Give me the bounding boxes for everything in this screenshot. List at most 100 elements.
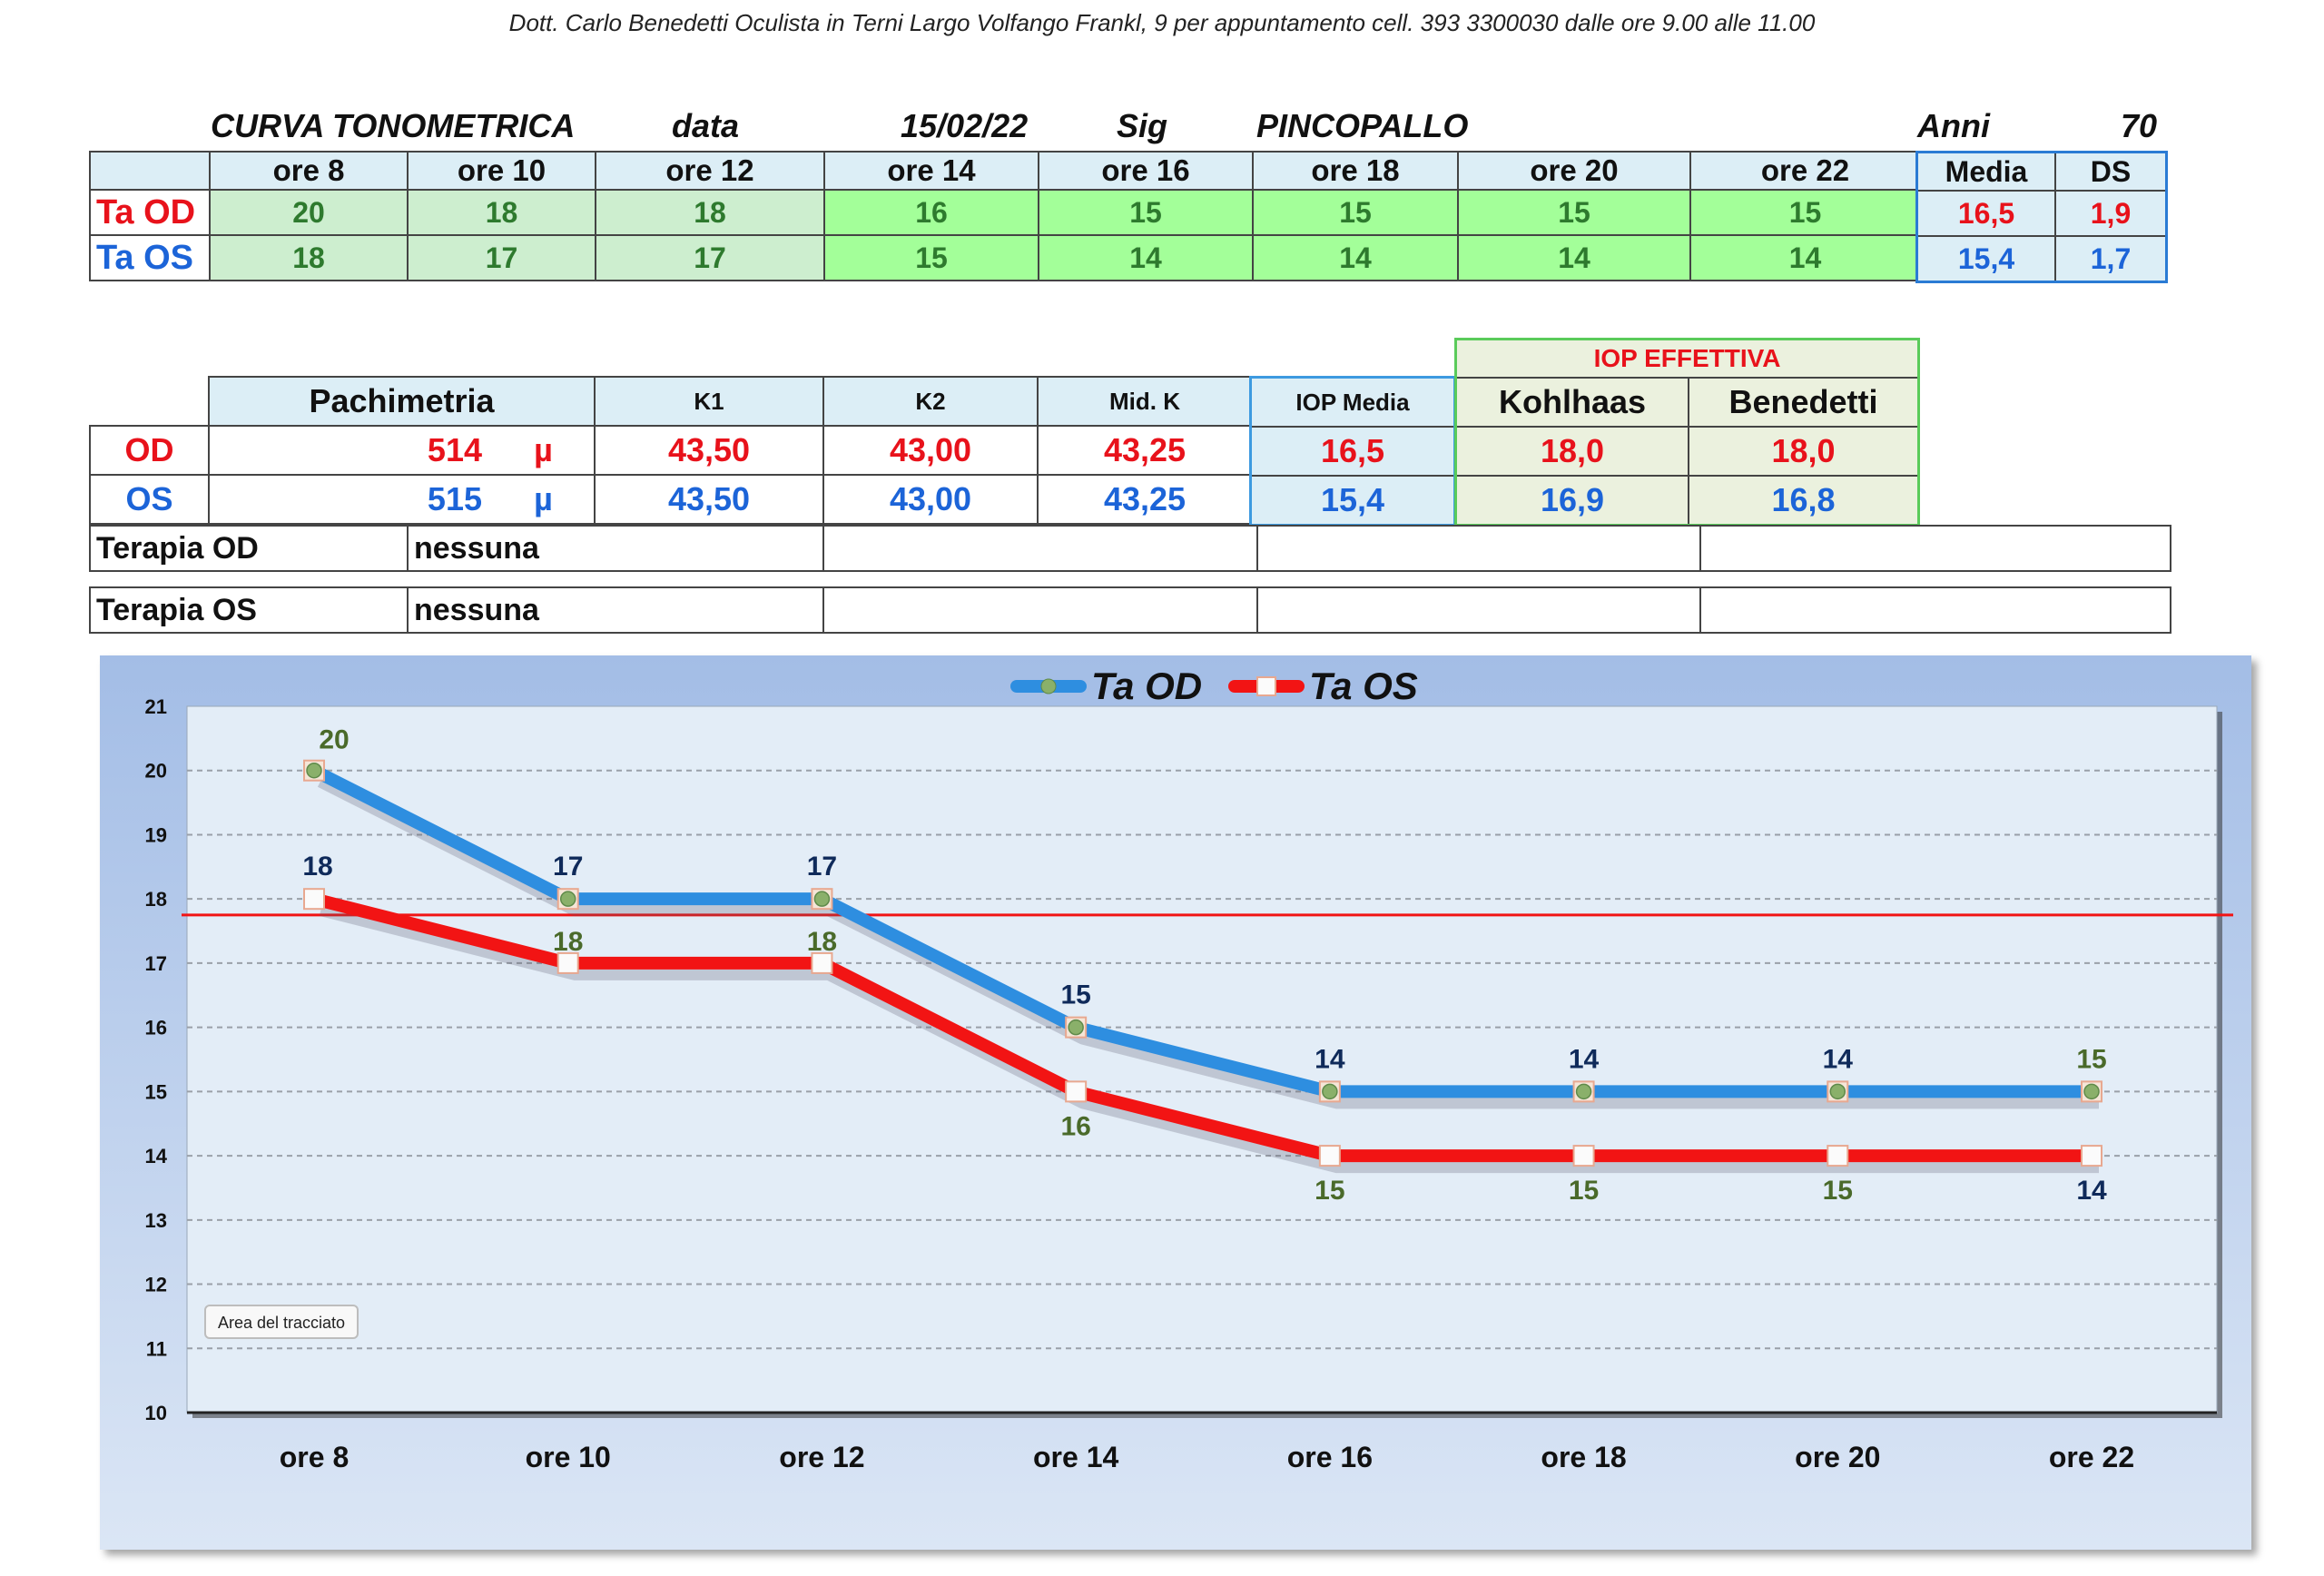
age-value: 70 xyxy=(2121,107,2158,144)
ds-header: DS xyxy=(2054,151,2168,192)
od-value: 18 xyxy=(595,189,825,236)
od-data-label: 17 xyxy=(553,852,583,882)
blank-cell xyxy=(90,377,209,426)
hour-header: ore 22 xyxy=(1689,151,1921,191)
hour-header: ore 14 xyxy=(823,151,1039,191)
os-value: 15 xyxy=(823,234,1039,281)
os-kohlhaas: 16,9 xyxy=(1454,475,1689,527)
od-k1: 43,50 xyxy=(594,425,824,476)
x-tick-label: ore 22 xyxy=(2049,1441,2134,1473)
od-value: 15 xyxy=(1038,189,1254,236)
os-label: OS xyxy=(89,474,210,525)
od-marker xyxy=(1068,1019,1084,1036)
os-marker xyxy=(303,888,325,911)
series-line-ta-od xyxy=(308,763,2098,1098)
os-marker xyxy=(1065,1080,1088,1103)
therapy-od-value: nessuna xyxy=(407,525,824,572)
x-tick-label: ore 20 xyxy=(1795,1441,1880,1473)
od-data-label: 15 xyxy=(2076,1044,2106,1074)
legend-od-label: Ta OD xyxy=(1091,665,1202,707)
od-label: OD xyxy=(89,425,210,476)
series-shadow xyxy=(317,772,2099,1109)
od-value: 15 xyxy=(1457,189,1691,236)
x-tick-label: ore 16 xyxy=(1287,1441,1373,1473)
x-tick-label: ore 14 xyxy=(1033,1441,1118,1473)
y-tick-label: 18 xyxy=(145,888,167,911)
iop-od-media: 16,5 xyxy=(1249,426,1456,477)
data-label: data xyxy=(672,107,740,144)
os-data-label: 14 xyxy=(2076,1176,2107,1206)
series-shadow xyxy=(319,900,2099,1174)
k2-header: K2 xyxy=(822,376,1039,427)
tooltip-box xyxy=(204,1305,359,1339)
os-data-label: 18 xyxy=(302,852,332,882)
corner-cell xyxy=(89,151,211,191)
os-k1: 43,50 xyxy=(594,474,824,525)
hour-header: ore 20 xyxy=(1457,151,1691,191)
x-tick-label: ore 10 xyxy=(526,1441,611,1473)
blank-cell xyxy=(1699,525,2171,572)
chart-area: 10 11 12 13 14 15 16 17 18 19 20 21 ore 8 ore 10 ore 1… xyxy=(100,655,2251,1550)
y-tick-label: 13 xyxy=(145,1209,167,1232)
y-tick-label: 19 xyxy=(145,823,167,846)
os-value: 14 xyxy=(1457,234,1691,281)
od-value: 18 xyxy=(407,189,596,236)
os-marker xyxy=(811,951,833,974)
y-tick-label: 17 xyxy=(145,952,167,975)
blank-cell xyxy=(822,586,1258,634)
od-marker xyxy=(1575,1083,1592,1100)
y-tick-label: 16 xyxy=(145,1017,167,1039)
y-tick-label: 20 xyxy=(145,760,167,783)
benedetti-header: Benedetti xyxy=(1688,377,1920,428)
tono-os-row: Ta OS 18 17 17 15 14 14 14 14 xyxy=(89,234,1921,281)
therapy-od-label: Terapia OD xyxy=(89,525,409,572)
os-k2: 43,00 xyxy=(822,474,1039,525)
sig-label: Sig xyxy=(1117,107,1168,144)
iop-media-table: IOP Media 16,5 15,4 xyxy=(1249,376,1456,527)
iop-media-header: IOP Media xyxy=(1249,376,1456,428)
os-marker xyxy=(2081,1145,2102,1167)
od-data-label: 15 xyxy=(1060,980,1090,1010)
legend-os-label: Ta OS xyxy=(1309,665,1418,707)
od-marker xyxy=(1322,1083,1338,1100)
kohlhaas-header: Kohlhaas xyxy=(1454,377,1689,428)
os-marker xyxy=(556,951,579,974)
midk-header: Mid. K xyxy=(1037,376,1253,427)
os-benedetti: 16,8 xyxy=(1688,475,1920,527)
blank-cell xyxy=(1256,525,1701,572)
hour-header: ore 12 xyxy=(595,151,825,191)
od-marker xyxy=(1829,1083,1846,1100)
tonometric-chart: 10 11 12 13 14 15 16 17 18 19 20 21 ore 8 ore 10 ore 1… xyxy=(145,665,2233,1473)
od-ds: 1,9 xyxy=(2054,190,2168,237)
od-row-label: Ta OD xyxy=(89,189,211,236)
od-value: 20 xyxy=(209,189,409,236)
stats-table: Media DS 16,5 1,9 15,4 1,7 xyxy=(1915,151,2168,283)
blank-cell xyxy=(1256,586,1701,634)
therapy-os-label: Terapia OS xyxy=(89,586,409,634)
therapy-od-table: Terapia OD nessuna xyxy=(89,525,2171,572)
od-midk: 43,25 xyxy=(1037,425,1253,476)
therapy-os-table: Terapia OS nessuna xyxy=(89,586,2171,634)
tono-header-row: ore 8 ore 10 ore 12 ore 14 ore 16 ore 18… xyxy=(89,151,1921,191)
legend-os-marker xyxy=(1256,676,1276,696)
os-value: 14 xyxy=(1252,234,1459,281)
od-marker xyxy=(559,891,576,907)
os-media: 15,4 xyxy=(1915,235,2056,283)
legend-od-marker xyxy=(1040,678,1057,694)
os-value: 14 xyxy=(1689,234,1921,281)
os-data-label: 18 xyxy=(807,927,837,957)
os-midk: 43,25 xyxy=(1037,474,1253,525)
os-pachi: 515 xyxy=(208,474,493,525)
y-tick-label: 12 xyxy=(145,1274,167,1296)
patient-name: PINCOPALLO xyxy=(1256,107,1469,144)
os-marker xyxy=(1318,1145,1341,1167)
blank-cell xyxy=(1699,586,2171,634)
iop-effettiva-table: IOP EFFETTIVA Kohlhaas Benedetti 18,0 18… xyxy=(1454,338,1920,527)
x-tick-label: ore 12 xyxy=(779,1441,864,1473)
pachimetria-header: Pachimetria xyxy=(208,376,596,427)
curve-title: CURVA TONOMETRICA xyxy=(211,107,576,144)
tooltip-text: Area del tracciato xyxy=(218,1314,345,1332)
od-marker xyxy=(813,891,831,907)
od-benedetti: 18,0 xyxy=(1688,426,1920,477)
iop-os-media: 15,4 xyxy=(1249,475,1456,527)
